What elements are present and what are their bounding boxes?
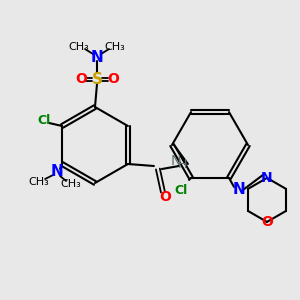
Text: O: O bbox=[75, 72, 87, 86]
Text: N: N bbox=[171, 154, 181, 168]
Text: Cl: Cl bbox=[174, 184, 188, 197]
Text: O: O bbox=[261, 215, 273, 229]
Text: H: H bbox=[178, 158, 188, 170]
Text: O: O bbox=[159, 190, 171, 204]
Text: CH₃: CH₃ bbox=[61, 179, 82, 189]
Text: N: N bbox=[232, 182, 245, 197]
Text: N: N bbox=[91, 50, 103, 64]
Text: N: N bbox=[261, 171, 273, 185]
Text: Cl: Cl bbox=[38, 115, 51, 128]
Text: CH₃: CH₃ bbox=[105, 42, 125, 52]
Text: CH₃: CH₃ bbox=[29, 177, 50, 187]
Text: S: S bbox=[92, 71, 103, 86]
Text: CH₃: CH₃ bbox=[69, 42, 89, 52]
Text: O: O bbox=[107, 72, 119, 86]
Text: N: N bbox=[51, 164, 64, 179]
